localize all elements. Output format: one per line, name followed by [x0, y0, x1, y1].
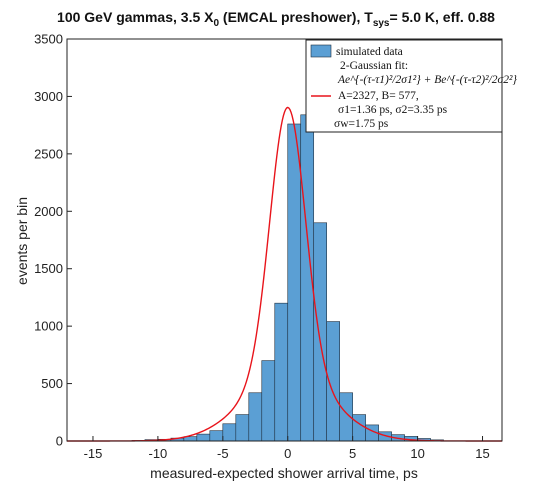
histogram-bar	[222, 423, 237, 442]
legend: simulated data 2-Gaussian fit: Ae^{-(τ-τ…	[305, 39, 517, 133]
y-tick-label: 0	[56, 434, 63, 449]
x-tick-label: 0	[284, 446, 291, 461]
histogram-bar	[287, 123, 302, 442]
legend-fit-sigma-w: σw=1.75 ps	[334, 118, 389, 130]
plot-frame	[66, 38, 503, 442]
histogram-bar	[196, 433, 211, 442]
x-tick-label: 5	[349, 446, 356, 461]
y-tick-label: 500	[41, 376, 63, 391]
histogram-bar	[274, 302, 289, 442]
x-tick-label: -5	[217, 446, 229, 461]
histogram-bar	[352, 414, 366, 442]
y-axis-label: events per bin	[14, 197, 30, 285]
plot-area: -15 -10 -5 0 5 10 15 0 500 1000 1500 2000 2500 3000 3…	[34, 32, 503, 461]
x-axis-ticks: -15 -10 -5 0 5 10 15	[84, 436, 490, 461]
y-tick-label: 2500	[34, 146, 63, 161]
histogram-bar	[235, 414, 250, 442]
histogram-bars	[131, 114, 444, 442]
legend-swatch-histogram	[310, 44, 332, 58]
histogram-bar	[313, 222, 328, 442]
x-tick-label: -10	[148, 446, 167, 461]
legend-fit-amplitudes: A=2327, B= 577,	[338, 90, 419, 102]
x-axis-label: measured-expected shower arrival time, p…	[150, 465, 418, 481]
x-tick-label: 10	[410, 446, 424, 461]
y-tick-label: 3500	[34, 32, 63, 47]
x-tick-label: 15	[475, 446, 489, 461]
legend-fit-formula: Ae^{-(τ-τ1)²/2σ1²} + Be^{-(τ-τ2)²/2σ2²}	[337, 74, 517, 86]
histogram-bar	[209, 430, 224, 442]
y-tick-label: 1500	[34, 261, 63, 276]
histogram-bar	[261, 360, 276, 442]
x-tick-label: -15	[84, 446, 103, 461]
chart-title: 100 GeV gammas, 3.5 X0 (EMCAL preshower)…	[57, 9, 495, 29]
y-tick-label: 3000	[34, 89, 63, 104]
legend-entry-fit: 2-Gaussian fit:	[340, 60, 408, 72]
legend-entry-histogram: simulated data	[336, 46, 403, 58]
legend-fit-sigmas: σ1=1.36 ps, σ2=3.35 ps	[338, 104, 448, 116]
y-tick-label: 1000	[34, 319, 63, 334]
y-axis-ticks: 0 500 1000 1500 2000 2500 3000 3500	[34, 32, 72, 449]
legend-box	[305, 39, 503, 133]
histogram-bar	[248, 392, 263, 442]
y-tick-label: 2000	[34, 204, 63, 219]
